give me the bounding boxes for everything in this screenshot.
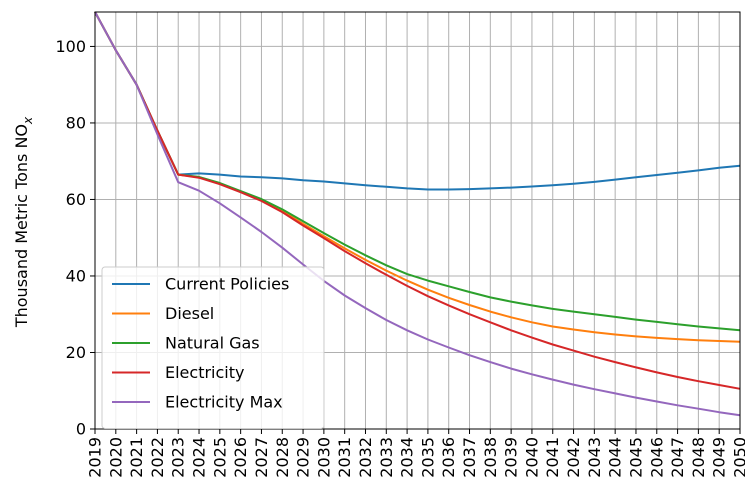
- series-line-electricity-max: [94, 11, 741, 417]
- x-tick-label: 2021: [127, 437, 146, 478]
- x-tick-label: 2025: [210, 437, 229, 478]
- x-tick-label: 2043: [585, 437, 604, 478]
- x-tick-label: 2050: [731, 437, 745, 478]
- y-axis-label-main: Thousand Metric Tons NO: [12, 124, 31, 328]
- y-axis: 0 20 40 60 80 100: [55, 37, 95, 439]
- x-tick-label: 2042: [564, 437, 583, 478]
- y-axis-label: Thousand Metric Tons NOx: [12, 116, 35, 328]
- x-tick-label: 2037: [460, 437, 479, 478]
- x-tick-label: 2027: [252, 437, 271, 478]
- x-axis: 2019 2020 2021 2022 2023 2024 2025 2026 2027 2028…: [86, 429, 745, 478]
- y-tick-label: 40: [66, 266, 86, 285]
- legend-label: Electricity Max: [165, 393, 283, 412]
- y-tick-label: 100: [55, 37, 86, 56]
- y-tick-label: 0: [76, 420, 86, 439]
- legend-label: Current Policies: [165, 275, 289, 294]
- plot-area: [94, 11, 741, 430]
- x-tick-label: 2045: [626, 437, 645, 478]
- series-line-electricity: [94, 11, 741, 390]
- x-tick-label: 2046: [647, 437, 666, 478]
- x-tick-label: 2029: [294, 437, 313, 478]
- x-tick-label: 2024: [190, 437, 209, 478]
- x-tick-label: 2019: [86, 437, 105, 478]
- series-lines: [94, 11, 741, 417]
- legend-label: Natural Gas: [165, 334, 260, 353]
- x-tick-label: 2030: [314, 437, 333, 478]
- series-line-current-policies: [94, 11, 741, 191]
- x-tick-label: 2028: [273, 437, 292, 478]
- x-tick-label: 2031: [335, 437, 354, 478]
- x-tick-label: 2041: [543, 437, 562, 478]
- y-tick-label: 80: [66, 113, 86, 132]
- legend-label: Diesel: [165, 304, 214, 323]
- x-tick-label: 2035: [418, 437, 437, 478]
- x-tick-label: 2026: [231, 437, 250, 478]
- legend-box: [101, 266, 325, 429]
- x-tick-label: 2048: [689, 437, 708, 478]
- x-tick-label: 2038: [481, 437, 500, 478]
- y-axis-label-subscript: x: [21, 116, 35, 125]
- x-tick-label: 2022: [148, 437, 167, 478]
- x-tick-label: 2033: [377, 437, 396, 478]
- x-tick-label: 2044: [606, 437, 625, 478]
- x-tick-label: 2040: [522, 437, 541, 478]
- x-tick-label: 2023: [169, 437, 188, 478]
- x-tick-label: 2039: [502, 437, 521, 478]
- legend-label: Electricity: [165, 363, 244, 382]
- x-tick-label: 2034: [398, 437, 417, 478]
- y-tick-label: 20: [66, 343, 86, 362]
- x-tick-label: 2020: [106, 437, 125, 478]
- legend: Current Policies Diesel Natural Gas Electri…: [101, 266, 325, 429]
- x-tick-label: 2049: [710, 437, 729, 478]
- x-tick-label: 2036: [439, 437, 458, 478]
- y-tick-label: 60: [66, 190, 86, 209]
- x-tick-label: 2032: [356, 437, 375, 478]
- grid: [94, 12, 741, 430]
- x-tick-label: 2047: [668, 437, 687, 478]
